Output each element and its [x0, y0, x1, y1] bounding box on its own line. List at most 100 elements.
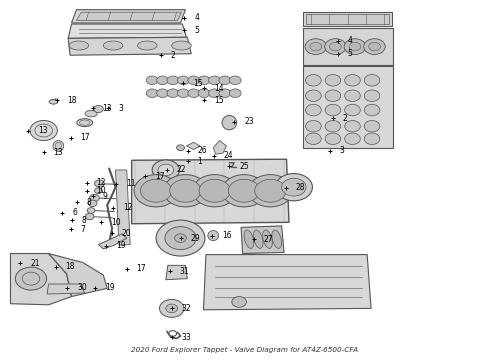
- Circle shape: [325, 39, 346, 54]
- Polygon shape: [203, 255, 371, 310]
- Circle shape: [167, 76, 179, 85]
- Circle shape: [95, 188, 102, 194]
- Text: 32: 32: [181, 304, 191, 313]
- Text: 17: 17: [80, 133, 90, 142]
- Circle shape: [349, 42, 361, 51]
- Text: 12: 12: [97, 178, 106, 187]
- Text: 29: 29: [190, 234, 200, 243]
- Text: 12: 12: [123, 203, 132, 212]
- Circle shape: [15, 267, 47, 290]
- Text: 20: 20: [122, 229, 131, 238]
- Circle shape: [344, 90, 360, 102]
- Circle shape: [364, 104, 380, 116]
- Circle shape: [141, 179, 172, 202]
- Circle shape: [325, 121, 341, 132]
- Circle shape: [94, 105, 103, 113]
- Circle shape: [95, 180, 104, 187]
- Circle shape: [325, 104, 341, 116]
- Circle shape: [344, 104, 360, 116]
- Polygon shape: [68, 37, 191, 55]
- Circle shape: [306, 121, 321, 132]
- Polygon shape: [186, 142, 200, 149]
- Polygon shape: [303, 28, 392, 65]
- Polygon shape: [132, 159, 289, 224]
- Text: 8: 8: [82, 216, 87, 225]
- Circle shape: [325, 90, 341, 102]
- Circle shape: [177, 89, 189, 98]
- Circle shape: [157, 76, 169, 85]
- Circle shape: [229, 76, 241, 85]
- Polygon shape: [10, 253, 72, 305]
- Text: 14: 14: [214, 84, 223, 93]
- Circle shape: [305, 39, 327, 54]
- Circle shape: [158, 164, 173, 176]
- Ellipse shape: [263, 230, 272, 248]
- Polygon shape: [47, 284, 85, 294]
- Circle shape: [170, 179, 201, 202]
- Circle shape: [85, 213, 94, 220]
- Circle shape: [344, 121, 360, 132]
- Ellipse shape: [69, 41, 89, 50]
- Text: 21: 21: [30, 259, 40, 268]
- Text: 2: 2: [171, 51, 175, 60]
- Text: 2020 Ford Explorer Tappet - Valve Diagram for AT4Z-6500-CFA: 2020 Ford Explorer Tappet - Valve Diagra…: [131, 347, 359, 353]
- Circle shape: [152, 160, 179, 180]
- Circle shape: [163, 175, 207, 207]
- Circle shape: [147, 89, 158, 98]
- Ellipse shape: [138, 41, 157, 50]
- Polygon shape: [76, 12, 181, 21]
- Text: 3: 3: [118, 104, 123, 113]
- Circle shape: [87, 208, 95, 213]
- Circle shape: [306, 75, 321, 86]
- Text: 18: 18: [66, 262, 75, 271]
- Text: 7: 7: [80, 225, 85, 234]
- Polygon shape: [68, 24, 186, 39]
- Text: 13: 13: [53, 148, 63, 157]
- Circle shape: [199, 179, 230, 202]
- Polygon shape: [72, 10, 185, 23]
- Text: 23: 23: [244, 117, 254, 126]
- Ellipse shape: [222, 116, 237, 130]
- Text: 5: 5: [347, 49, 352, 58]
- Circle shape: [306, 104, 321, 116]
- Circle shape: [232, 297, 246, 307]
- Circle shape: [209, 76, 221, 85]
- Text: 19: 19: [116, 242, 125, 251]
- Ellipse shape: [85, 111, 97, 117]
- Circle shape: [364, 75, 380, 86]
- Ellipse shape: [49, 100, 58, 104]
- Ellipse shape: [103, 41, 123, 50]
- Text: 18: 18: [67, 96, 76, 105]
- Circle shape: [165, 226, 196, 249]
- Circle shape: [198, 76, 210, 85]
- Polygon shape: [116, 170, 130, 245]
- Text: 15: 15: [193, 79, 203, 88]
- Text: 9: 9: [102, 192, 107, 201]
- Text: 16: 16: [222, 231, 232, 240]
- Circle shape: [166, 304, 177, 313]
- Circle shape: [310, 42, 322, 51]
- Ellipse shape: [244, 230, 254, 248]
- Text: 28: 28: [295, 183, 305, 192]
- Text: 24: 24: [223, 151, 233, 160]
- Circle shape: [306, 133, 321, 144]
- Text: 22: 22: [176, 166, 186, 175]
- Circle shape: [255, 179, 286, 202]
- Polygon shape: [213, 140, 226, 154]
- Text: 13: 13: [102, 104, 112, 113]
- Circle shape: [134, 175, 178, 207]
- Text: 4: 4: [347, 36, 352, 45]
- Ellipse shape: [53, 140, 64, 151]
- Circle shape: [188, 76, 199, 85]
- Ellipse shape: [172, 41, 191, 50]
- Circle shape: [325, 133, 341, 144]
- Circle shape: [198, 89, 210, 98]
- Text: 6: 6: [72, 208, 77, 217]
- Circle shape: [364, 90, 380, 102]
- Polygon shape: [303, 12, 392, 26]
- Circle shape: [219, 89, 231, 98]
- Circle shape: [344, 75, 360, 86]
- Text: 1: 1: [197, 157, 202, 166]
- Circle shape: [147, 76, 158, 85]
- Text: 31: 31: [179, 267, 189, 276]
